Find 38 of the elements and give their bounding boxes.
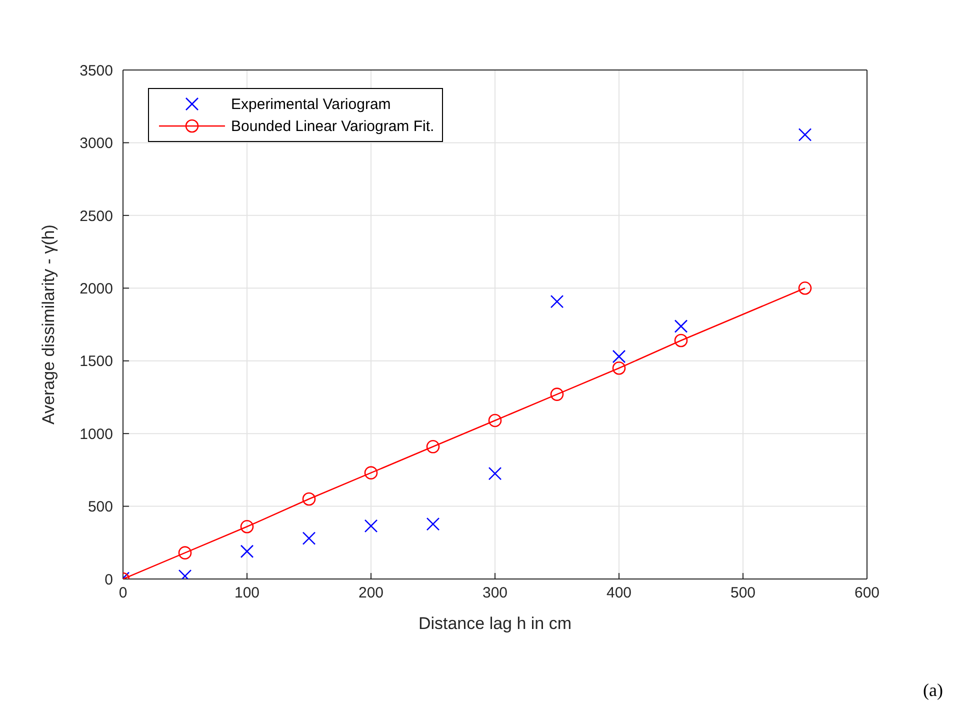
text: (a) (923, 680, 943, 701)
point (798, 128, 812, 142)
y-tick-label: 2000 (80, 280, 113, 298)
point (240, 520, 254, 534)
point (798, 281, 812, 295)
legend-label: Bounded Linear Variogram Fit. (231, 118, 434, 134)
x-tick-label: 300 (482, 584, 508, 602)
point (674, 320, 688, 333)
point (488, 414, 502, 428)
y-tick-label: 3000 (80, 135, 113, 152)
x-tick-label: 200 (358, 584, 384, 602)
y-tick-label: 500 (88, 498, 113, 516)
y-tick-label: 0 (104, 571, 113, 588)
point (302, 532, 316, 545)
point (612, 361, 626, 375)
y-tick-label: 2500 (80, 208, 113, 225)
x-tick-label: 0 (118, 584, 128, 602)
x-tick-label: 100 (234, 584, 260, 602)
point (364, 466, 378, 480)
point (426, 517, 440, 531)
point (550, 388, 564, 401)
legend-label: Experimental Variogram (231, 96, 391, 112)
point (240, 544, 254, 558)
point (488, 466, 502, 480)
x-tick-label: 400 (606, 584, 632, 602)
point (426, 440, 440, 454)
x-tick-label: 600 (854, 584, 880, 602)
y-tick-label: 1500 (80, 353, 113, 370)
point (674, 334, 688, 348)
x-tick-label: 500 (730, 584, 756, 602)
point (178, 546, 192, 560)
y-axis-title: Average dissimilarity - γ(h) (39, 224, 58, 424)
point (364, 519, 378, 533)
x-axis-title: Distance lag h in cm (418, 614, 572, 633)
point (550, 294, 564, 308)
y-tick-label: 1000 (80, 426, 113, 443)
point (302, 492, 316, 506)
y-tick-label: 3500 (80, 62, 113, 80)
